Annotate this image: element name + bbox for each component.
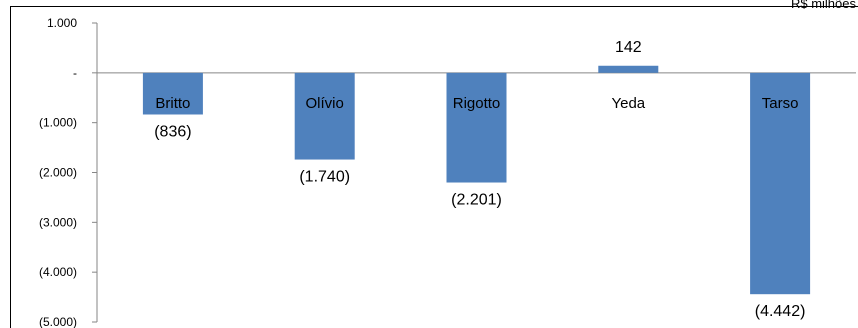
bar-olívio bbox=[294, 72, 355, 160]
y-tick-label: - bbox=[73, 66, 77, 80]
y-tick-label: (2.000) bbox=[39, 166, 77, 180]
data-label: (1.740) bbox=[299, 169, 350, 186]
y-axis: 1.000 - (1.000) (2.000) (3.000) (4.000) (5.000… bbox=[39, 16, 856, 328]
y-tick-label: (4.000) bbox=[39, 265, 77, 279]
y-tick-label: 1.000 bbox=[47, 16, 77, 30]
data-label: (2.201) bbox=[451, 192, 502, 209]
data-label: (4.442) bbox=[755, 303, 806, 320]
bars bbox=[142, 65, 811, 295]
labels: Britto (836) Olívio (1.740) Rigotto (2.201) Ye… bbox=[154, 39, 805, 320]
bar-britto bbox=[142, 72, 203, 115]
unit-label: R$ milhões bbox=[791, 0, 857, 11]
data-label: (836) bbox=[154, 123, 191, 140]
data-label: 142 bbox=[615, 39, 642, 56]
y-tick-label: (1.000) bbox=[39, 116, 77, 130]
bar-tarso bbox=[750, 72, 811, 295]
category-label: Britto bbox=[155, 95, 190, 112]
category-label: Rigotto bbox=[453, 95, 501, 112]
bar-yeda bbox=[598, 65, 659, 73]
category-label: Yeda bbox=[611, 95, 645, 112]
category-label: Olívio bbox=[306, 95, 344, 112]
y-tick-label: (3.000) bbox=[39, 215, 77, 229]
bar-rigotto bbox=[446, 72, 507, 183]
y-tick-label: (5.000) bbox=[39, 315, 77, 328]
category-label: Tarso bbox=[762, 95, 799, 112]
chart-border bbox=[10, 6, 858, 328]
